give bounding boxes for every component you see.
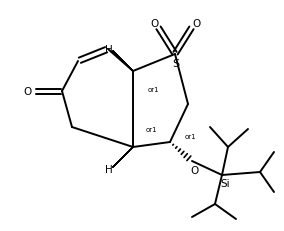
Text: or1: or1: [145, 126, 157, 132]
Polygon shape: [112, 51, 133, 72]
Text: O: O: [190, 165, 198, 175]
Text: H: H: [105, 164, 113, 174]
Text: O: O: [23, 87, 31, 97]
Text: H: H: [105, 45, 113, 55]
Text: or1: or1: [147, 87, 159, 93]
Text: Si: Si: [220, 178, 230, 188]
Text: O: O: [192, 19, 200, 29]
Text: or1: or1: [184, 134, 196, 139]
Text: O: O: [150, 19, 158, 29]
Text: S: S: [172, 59, 179, 69]
Polygon shape: [112, 147, 133, 168]
